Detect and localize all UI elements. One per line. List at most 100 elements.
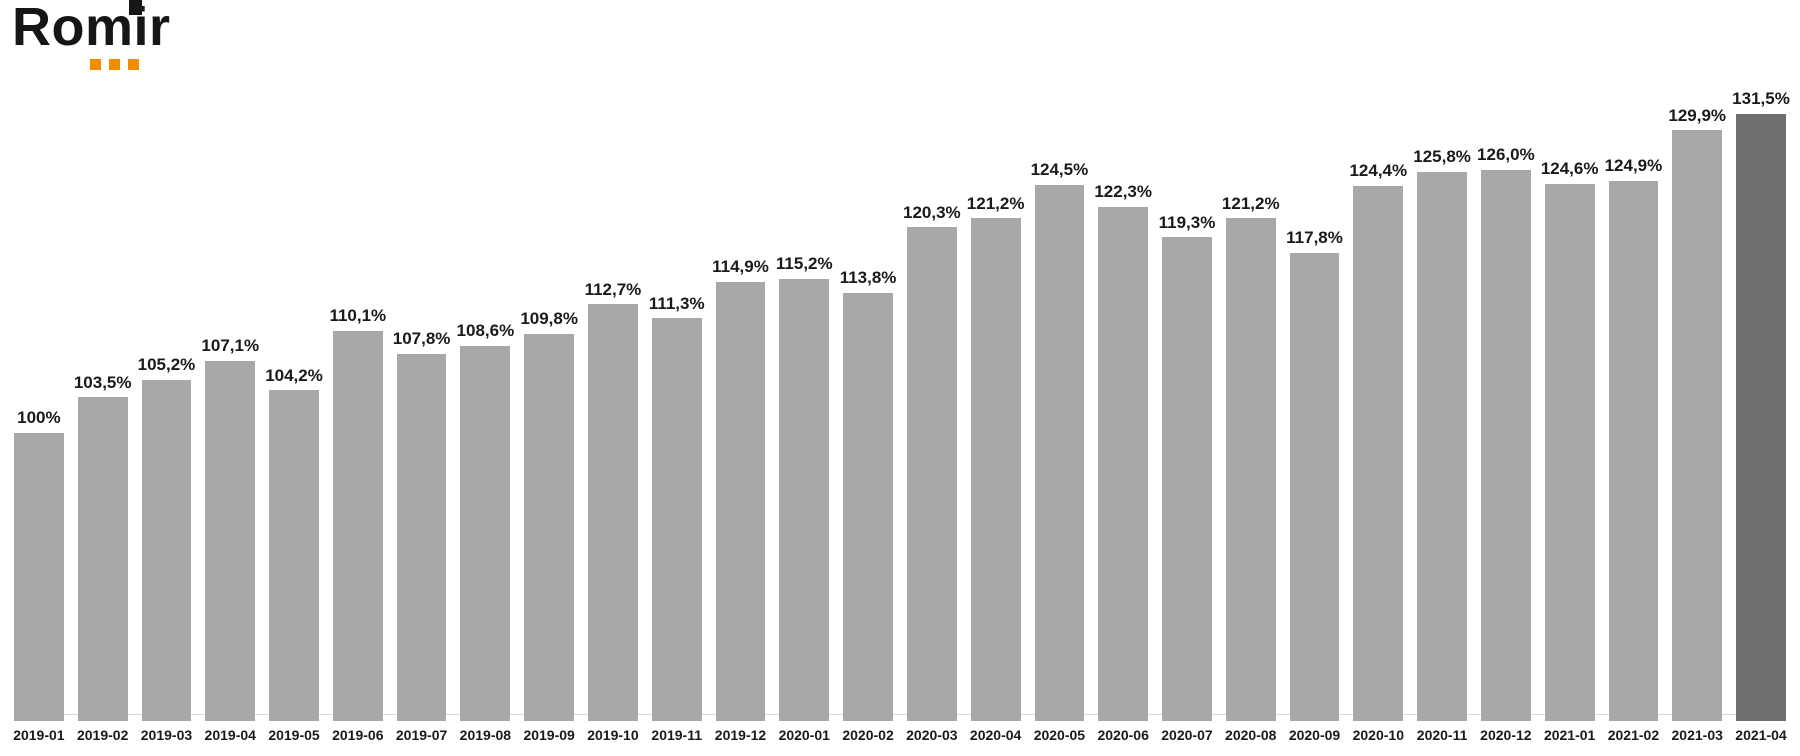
bar-column: 107,8% 2019-07 <box>393 329 451 744</box>
logo-i-dot-icon <box>129 0 142 15</box>
bar-category-label: 2019-06 <box>332 727 384 743</box>
bar-column: 103,5% 2019-02 <box>74 373 132 744</box>
bar-category-label: 2019-05 <box>268 727 320 743</box>
bar-column: 131,5% 2021-04 <box>1732 90 1790 744</box>
romir-logo: Romir <box>12 0 171 70</box>
bar-value-label: 129,9% <box>1668 105 1727 125</box>
bar-value-label: 121,2% <box>966 193 1025 213</box>
logo-text: Romir <box>12 0 171 57</box>
bar-column: 121,2% 2020-04 <box>967 194 1025 744</box>
bar-value-label: 108,6% <box>456 321 515 341</box>
bar-category-label: 2020-11 <box>1416 727 1468 743</box>
bar-column: 114,9% 2019-12 <box>712 258 769 744</box>
logo-dot-icon <box>90 59 101 70</box>
bar-value-label: 131,5% <box>1732 89 1790 109</box>
bar-column: 104,2% 2019-05 <box>265 366 323 744</box>
bar-category-label: 2020-03 <box>906 727 958 743</box>
bar-column: 121,2% 2020-08 <box>1222 194 1280 744</box>
bar-category-label: 2019-08 <box>459 727 512 743</box>
bar-value-label: 122,3% <box>1094 182 1153 202</box>
bar-category-label: 2021-02 <box>1607 727 1660 743</box>
bar-column: 100% 2019-01 <box>13 408 65 744</box>
bar-column: 120,3% 2020-03 <box>903 203 961 744</box>
bar <box>1480 169 1531 721</box>
bar <box>843 293 893 721</box>
bar <box>205 360 256 721</box>
bar-value-label: 113,8% <box>839 268 897 288</box>
bar-column: 125,8% 2020-11 <box>1413 147 1471 744</box>
bar-value-label: 117,8% <box>1286 227 1343 247</box>
bar-column: 124,5% 2020-05 <box>1031 160 1089 744</box>
bar-category-label: 2020-06 <box>1097 727 1149 743</box>
bar-column: 126,0% 2020-12 <box>1477 145 1535 744</box>
bar-column: 115,2% 2020-01 <box>776 255 833 744</box>
bar <box>906 227 957 721</box>
bar-value-label: 114,9% <box>712 257 769 277</box>
bar-value-label: 125,8% <box>1413 147 1471 167</box>
bar-category-label: 2020-05 <box>1033 727 1086 743</box>
bar-category-label: 2020-02 <box>842 727 894 743</box>
bar <box>141 380 192 721</box>
bar <box>1544 183 1595 721</box>
bar-category-label: 2019-03 <box>140 727 193 743</box>
bar <box>1417 171 1467 721</box>
bar-category-label: 2020-12 <box>1480 727 1532 743</box>
bar-category-label: 2020-10 <box>1352 727 1404 743</box>
bar-value-label: 112,7% <box>584 279 642 299</box>
bar-category-label: 2019-02 <box>76 727 129 743</box>
bar <box>779 278 830 721</box>
bar-category-label: 2019-10 <box>587 727 639 743</box>
bar <box>460 345 511 721</box>
bar-column: 122,3% 2020-06 <box>1094 183 1152 744</box>
bar <box>269 390 319 721</box>
bar <box>970 218 1021 721</box>
bar <box>588 304 638 721</box>
bar <box>715 281 766 721</box>
bar-value-label: 105,2% <box>137 355 196 375</box>
bar-value-label: 121,2% <box>1221 193 1280 213</box>
bar-value-label: 115,2% <box>775 254 833 274</box>
bar <box>396 353 447 721</box>
bar-category-label: 2021-03 <box>1671 727 1723 743</box>
bar-category-label: 2020-01 <box>778 727 830 743</box>
bar-value-label: 124,5% <box>1030 160 1089 180</box>
bar-category-label: 2021-04 <box>1735 727 1787 743</box>
bar <box>14 432 64 721</box>
bar-category-label: 2019-07 <box>395 727 448 743</box>
bar-category-label: 2019-11 <box>651 727 703 743</box>
logo-dot-icon <box>128 59 139 70</box>
bar-value-label: 124,6% <box>1540 159 1599 179</box>
bar-category-label: 2020-07 <box>1161 727 1213 743</box>
bar-column: 124,4% 2020-10 <box>1349 161 1407 744</box>
bar-category-label: 2021-01 <box>1543 727 1596 743</box>
bar-column: 117,8% 2020-09 <box>1286 228 1343 744</box>
bar <box>1353 185 1404 721</box>
bar <box>1672 130 1723 721</box>
bar <box>1736 114 1786 721</box>
bar-column: 124,6% 2021-01 <box>1541 159 1599 744</box>
bar-category-label: 2020-09 <box>1288 727 1341 743</box>
bar-column: 107,1% 2019-04 <box>201 336 259 744</box>
bar <box>332 330 383 721</box>
bar-column: 124,9% 2021-02 <box>1605 156 1663 744</box>
bar-value-label: 104,2% <box>265 365 323 385</box>
bar-value-label: 111,3% <box>648 293 705 313</box>
bar <box>1225 218 1276 721</box>
bar-value-label: 119,3% <box>1158 212 1216 232</box>
logo-dots <box>90 59 171 70</box>
bar <box>651 318 702 721</box>
bar-value-label: 110,1% <box>329 305 387 325</box>
bar-category-label: 2019-04 <box>204 727 256 743</box>
bar <box>1162 237 1212 721</box>
bar-value-label: 107,1% <box>201 336 260 356</box>
bar-chart: 100% 2019-01 103,5% 2019-02 105,2% 2019-03 107… <box>13 90 1790 744</box>
bar-value-label: 124,9% <box>1604 156 1663 176</box>
bar-value-label: 120,3% <box>903 202 961 222</box>
bar-column: 108,6% 2019-08 <box>457 321 515 744</box>
bar-column: 129,9% 2021-03 <box>1668 106 1726 744</box>
bar-column: 112,7% 2019-10 <box>585 280 642 744</box>
bar-category-label: 2019-01 <box>13 727 65 743</box>
x-axis-line <box>14 714 1786 715</box>
bar <box>1034 184 1085 721</box>
bar-column: 113,8% 2020-02 <box>840 269 897 744</box>
